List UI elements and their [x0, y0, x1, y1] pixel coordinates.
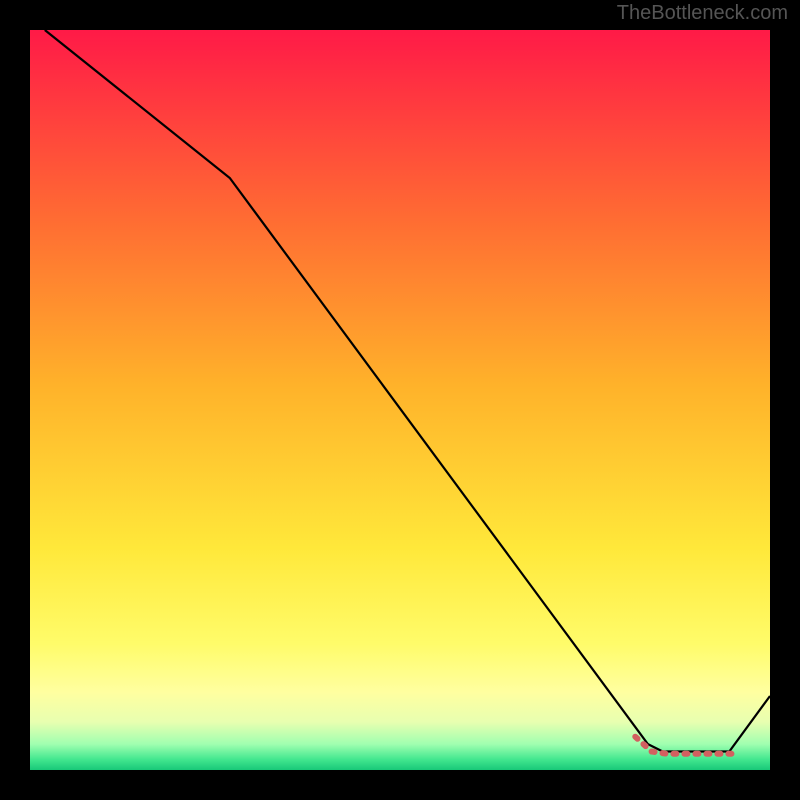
watermark-text: TheBottleneck.com	[617, 2, 788, 25]
plot-background	[30, 30, 770, 770]
chart-svg	[0, 0, 800, 800]
chart-container: TheBottleneck.com	[0, 0, 800, 800]
